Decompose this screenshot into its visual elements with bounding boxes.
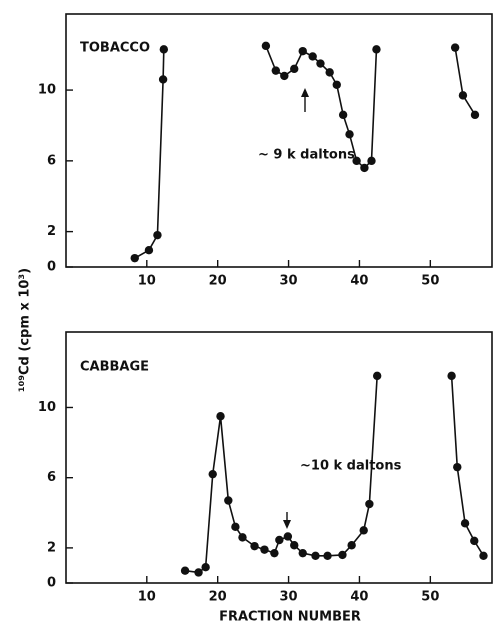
data-point bbox=[316, 59, 325, 68]
data-point bbox=[360, 163, 369, 173]
data-point bbox=[224, 496, 233, 505]
data-point bbox=[460, 519, 470, 528]
data-point bbox=[290, 64, 299, 74]
annotation: ~ 9 k daltons bbox=[258, 148, 355, 163]
data-point bbox=[311, 551, 320, 560]
data-point bbox=[325, 68, 334, 77]
data-point bbox=[372, 371, 382, 381]
data-point bbox=[458, 91, 468, 100]
data-point bbox=[338, 550, 347, 560]
data-point bbox=[298, 548, 307, 558]
data-point bbox=[447, 371, 456, 381]
panel-title: TOBACCO bbox=[80, 41, 150, 56]
y-tick-label: 6 bbox=[47, 470, 56, 485]
x-tick-label: 30 bbox=[280, 274, 298, 289]
y-axis-label: ¹⁰⁹Cd (cpm x 10³) bbox=[18, 268, 33, 392]
data-point bbox=[298, 46, 307, 56]
x-tick-label: 10 bbox=[138, 274, 156, 289]
data-point bbox=[323, 551, 332, 560]
data-point bbox=[144, 245, 154, 255]
x-tick-label: 30 bbox=[280, 590, 298, 605]
x-axis-label: FRACTION NUMBER bbox=[219, 610, 361, 625]
y-tick-label: 2 bbox=[47, 224, 56, 239]
data-point bbox=[270, 548, 279, 558]
x-tick-label: 20 bbox=[209, 274, 227, 289]
data-point bbox=[159, 45, 169, 54]
data-point bbox=[372, 45, 381, 54]
annotation: ~10 k daltons bbox=[300, 459, 402, 474]
x-tick-label: 40 bbox=[350, 274, 368, 289]
data-point bbox=[332, 80, 341, 89]
data-point bbox=[290, 541, 299, 550]
data-point bbox=[359, 526, 368, 535]
data-point bbox=[231, 522, 240, 532]
data-point bbox=[130, 253, 139, 263]
data-point bbox=[216, 412, 225, 421]
x-tick-label: 10 bbox=[138, 590, 156, 605]
data-point bbox=[345, 130, 354, 139]
data-point bbox=[367, 156, 376, 166]
data-point bbox=[158, 75, 168, 84]
data-point bbox=[453, 462, 462, 472]
arrow-head bbox=[283, 520, 291, 529]
data-point bbox=[479, 551, 488, 560]
data-point bbox=[352, 156, 361, 166]
arrow-head bbox=[301, 88, 309, 97]
data-point bbox=[280, 71, 289, 81]
data-point bbox=[201, 563, 210, 572]
data-point bbox=[271, 66, 281, 75]
plot-frame bbox=[65, 13, 493, 268]
data-point bbox=[208, 469, 217, 479]
data-point bbox=[261, 41, 271, 51]
data-point bbox=[338, 110, 348, 120]
x-tick-label: 50 bbox=[421, 590, 439, 605]
data-point bbox=[180, 566, 190, 575]
data-point bbox=[238, 533, 247, 542]
data-point bbox=[365, 499, 374, 509]
data-point bbox=[275, 535, 284, 545]
y-tick-label: 0 bbox=[47, 260, 56, 275]
data-point bbox=[153, 230, 162, 240]
data-point bbox=[283, 532, 293, 541]
series-line bbox=[184, 375, 485, 574]
x-tick-label: 40 bbox=[350, 590, 368, 605]
data-point bbox=[194, 568, 203, 577]
plot-frame bbox=[65, 331, 493, 584]
panel-title: CABBAGE bbox=[80, 360, 149, 375]
data-point bbox=[450, 43, 460, 52]
y-tick-label: 6 bbox=[47, 153, 56, 168]
x-tick-label: 20 bbox=[209, 590, 227, 605]
data-point bbox=[347, 541, 356, 550]
data-point bbox=[308, 52, 317, 61]
data-point bbox=[470, 110, 480, 120]
y-tick-label: 0 bbox=[47, 576, 56, 591]
y-tick-label: 2 bbox=[47, 540, 56, 555]
data-point bbox=[470, 536, 479, 546]
y-tick-label: 10 bbox=[38, 400, 56, 415]
y-tick-label: 10 bbox=[38, 83, 56, 98]
data-point bbox=[260, 545, 269, 554]
x-tick-label: 50 bbox=[421, 274, 439, 289]
data-point bbox=[250, 541, 259, 551]
